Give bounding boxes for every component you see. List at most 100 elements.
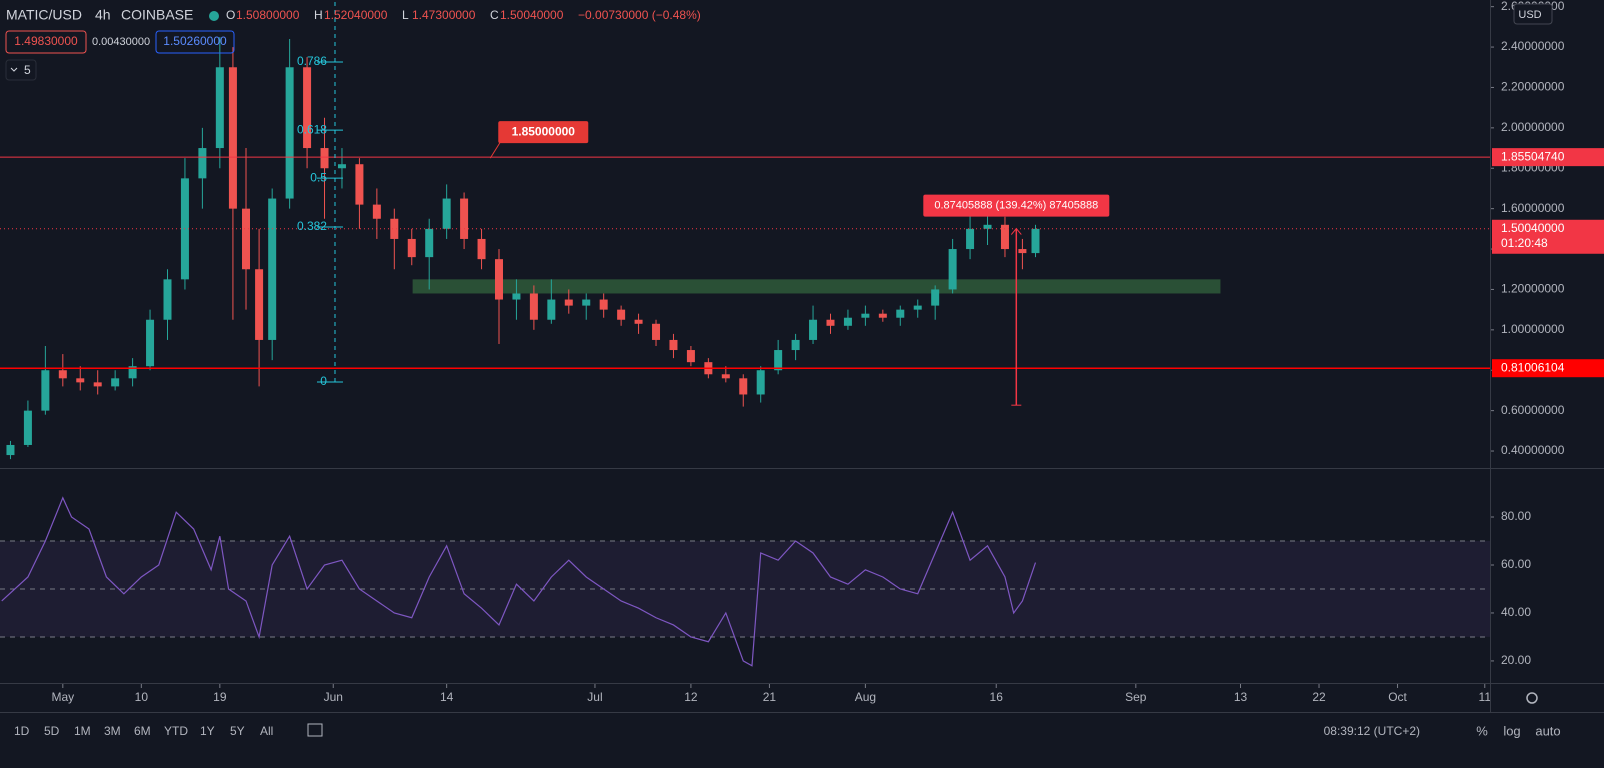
ohlc-value: 1.47300000 bbox=[412, 8, 476, 22]
candle-body bbox=[843, 317, 852, 326]
y-tick-label: 80.00 bbox=[1501, 509, 1531, 523]
candle-body bbox=[896, 309, 905, 318]
candle-body bbox=[791, 339, 800, 351]
candle-body bbox=[826, 319, 835, 326]
candle-body bbox=[6, 444, 15, 456]
range-button[interactable]: 1D bbox=[14, 724, 30, 738]
candle-body bbox=[58, 370, 67, 379]
y-tick-label: 1.60000000 bbox=[1501, 201, 1565, 215]
bid-box[interactable] bbox=[5, 30, 87, 54]
y-tick-label: 2.00000000 bbox=[1501, 120, 1565, 134]
candle-body bbox=[41, 370, 50, 411]
candle-body bbox=[1018, 249, 1027, 254]
candle-body bbox=[599, 299, 608, 310]
ohlc-value: 1.50040000 bbox=[500, 8, 564, 22]
candle-body bbox=[198, 148, 207, 179]
zone bbox=[412, 279, 1221, 294]
candle-body bbox=[756, 370, 765, 395]
fib-level-label: 0 bbox=[320, 374, 327, 388]
candle-body bbox=[111, 378, 120, 387]
range-button[interactable]: 1M bbox=[74, 724, 91, 738]
scale-button[interactable]: % bbox=[1476, 723, 1488, 738]
x-tick-label: Jul bbox=[587, 690, 602, 704]
ohlc-key: C bbox=[490, 8, 499, 22]
y-tick-label: 1.00000000 bbox=[1501, 322, 1565, 336]
indicator-count: 5 bbox=[24, 63, 31, 77]
ask-box[interactable] bbox=[155, 30, 235, 54]
interval[interactable]: 4h bbox=[95, 7, 111, 23]
currency-button[interactable] bbox=[1513, 3, 1553, 25]
candle-body bbox=[913, 305, 922, 310]
range-button[interactable]: All bbox=[260, 724, 273, 738]
candle-body bbox=[355, 164, 364, 205]
fib-level-label: 0.786 bbox=[297, 54, 327, 68]
goto-date-icon[interactable] bbox=[307, 723, 323, 737]
price-label: 1.85504740 bbox=[1501, 149, 1565, 163]
measure-box bbox=[923, 194, 1110, 217]
bid: 1.49830000 bbox=[14, 34, 78, 48]
candle-body bbox=[268, 198, 277, 340]
settings-icon[interactable] bbox=[1526, 692, 1538, 704]
ohlc-value: 1.52040000 bbox=[324, 8, 388, 22]
candle-body bbox=[337, 164, 346, 169]
candle-body bbox=[442, 198, 451, 229]
ohlc-key: O bbox=[226, 8, 235, 22]
candle-body bbox=[721, 374, 730, 379]
scale-button[interactable]: auto bbox=[1535, 723, 1560, 738]
x-tick-label: Jun bbox=[324, 690, 343, 704]
bottom-toolbar: 1D 5D 1M 3M 6M YTD 1Y 5Y All% log auto bbox=[14, 723, 1561, 738]
candle-body bbox=[809, 319, 818, 340]
change: −0.00730000 (−0.48%) bbox=[578, 8, 701, 22]
candle-body bbox=[547, 299, 556, 320]
candle-body bbox=[983, 224, 992, 229]
x-tick-label: 13 bbox=[1234, 690, 1248, 704]
y-tick-label: 1.20000000 bbox=[1501, 282, 1565, 296]
range-button[interactable]: 1Y bbox=[200, 724, 215, 738]
range-button[interactable]: YTD bbox=[164, 724, 188, 738]
scale-button[interactable]: log bbox=[1503, 723, 1520, 738]
range-button[interactable]: 6M bbox=[134, 724, 151, 738]
callout-label: 1.85000000 bbox=[512, 124, 576, 138]
candle-body bbox=[303, 67, 312, 149]
rsi-line bbox=[1, 496, 1037, 667]
y-tick-label: 2.20000000 bbox=[1501, 80, 1565, 94]
status-dot bbox=[209, 11, 219, 21]
rsi-pane bbox=[0, 496, 1490, 667]
candle-body bbox=[146, 319, 155, 367]
candle-body bbox=[255, 269, 264, 340]
callout-box bbox=[498, 121, 589, 144]
price-label: 0.81006104 bbox=[1501, 360, 1565, 374]
candle-body bbox=[564, 299, 573, 306]
currency: USD bbox=[1518, 9, 1541, 21]
range-button[interactable]: 5Y bbox=[230, 724, 245, 738]
price-label: 1.50040000 bbox=[1501, 221, 1565, 235]
x-tick-label: Aug bbox=[855, 690, 876, 704]
candle-body bbox=[529, 293, 538, 320]
indicators-toggle[interactable] bbox=[5, 59, 37, 81]
spread: 0.00430000 bbox=[92, 36, 150, 48]
y-tick-label: 60.00 bbox=[1501, 557, 1531, 571]
y-tick-label: 40.00 bbox=[1501, 605, 1531, 619]
x-tick-label: 12 bbox=[684, 690, 698, 704]
symbol[interactable]: MATIC/USD bbox=[6, 7, 82, 23]
x-tick-label: May bbox=[51, 690, 74, 704]
candle-body bbox=[634, 319, 643, 324]
legend-header: MATIC/USD 4h COINBASE O 1.50800000 H 1.5204… bbox=[5, 7, 701, 81]
exchange: COINBASE bbox=[121, 7, 193, 23]
candle-body bbox=[320, 148, 329, 169]
measure-label: 0.87405888 (139.42%) 87405888 bbox=[934, 199, 1098, 211]
range-button[interactable]: 3M bbox=[104, 724, 121, 738]
price-pane: 0 0.382 0.5 0.618 0.786 bbox=[0, 0, 1490, 460]
candle-body bbox=[1000, 224, 1009, 250]
candle-body bbox=[652, 323, 661, 340]
measure-arrowhead bbox=[1010, 227, 1022, 235]
candle-body bbox=[128, 366, 137, 379]
range-button[interactable]: 5D bbox=[44, 724, 60, 738]
candle-body bbox=[931, 289, 940, 306]
x-tick-label: 14 bbox=[440, 690, 454, 704]
candle-body bbox=[163, 279, 172, 320]
candle-body bbox=[774, 350, 783, 371]
candle-body bbox=[582, 299, 591, 306]
